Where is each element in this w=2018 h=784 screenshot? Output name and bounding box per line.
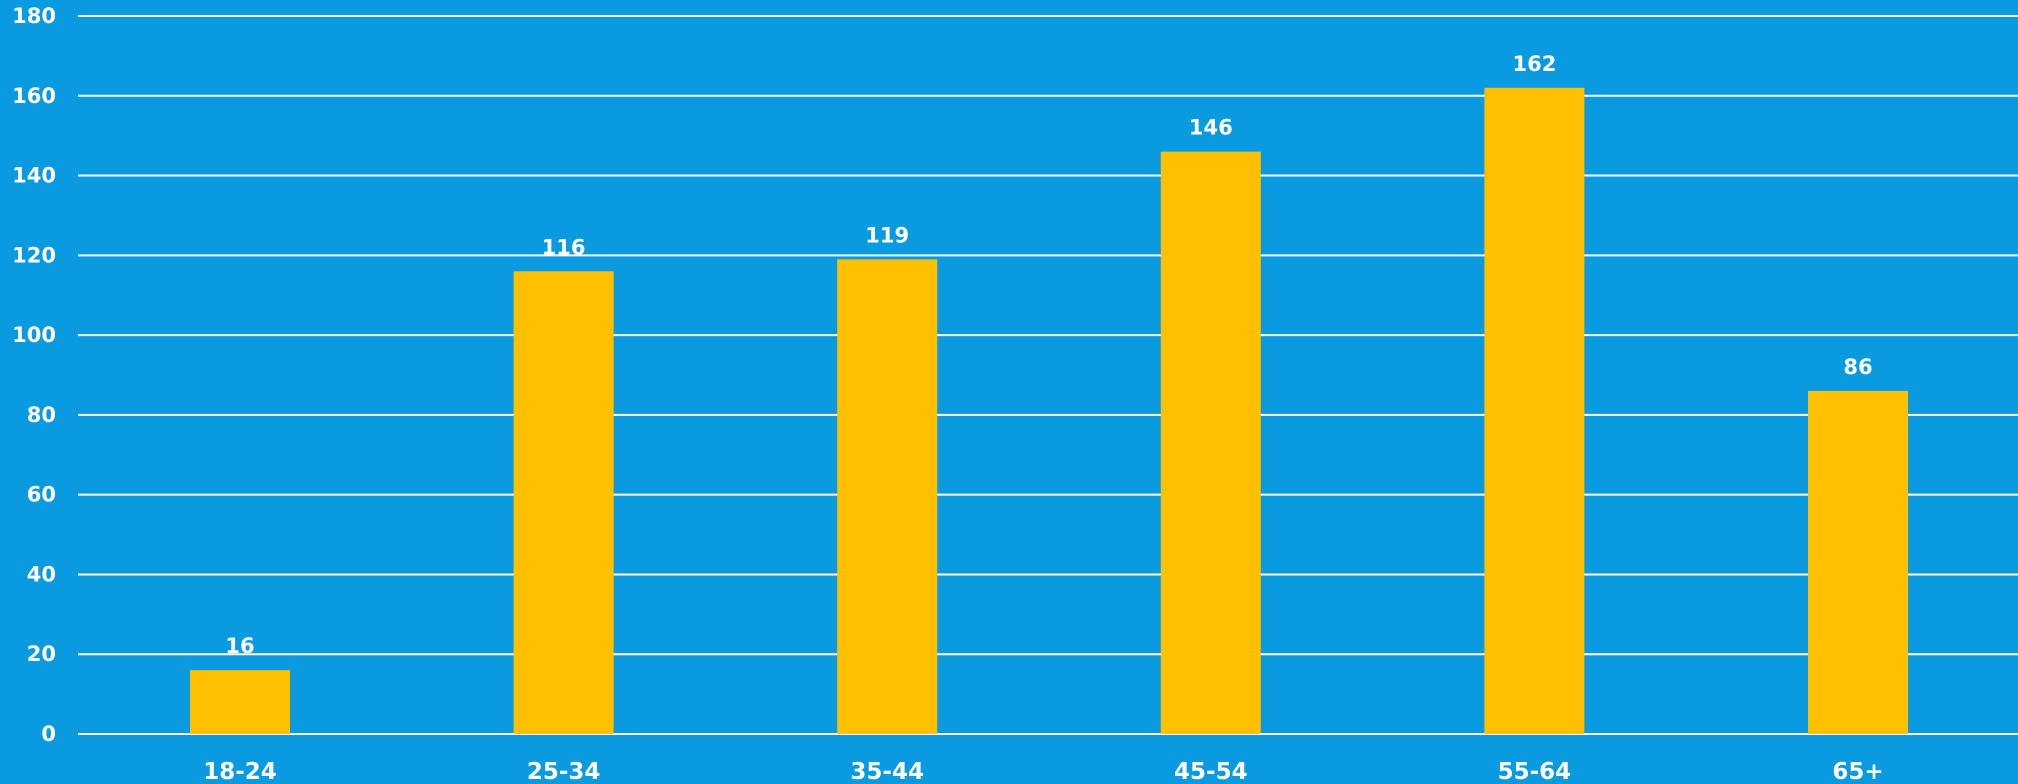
data-label: 162 bbox=[1512, 52, 1556, 76]
bar bbox=[1484, 87, 1585, 735]
y-tick-label: 0 bbox=[41, 722, 56, 746]
data-label: 146 bbox=[1189, 116, 1233, 140]
y-tick-label: 20 bbox=[27, 642, 56, 666]
y-tick-label: 100 bbox=[12, 323, 56, 347]
data-labels: 16 116 119 146 162 86 bbox=[225, 52, 1872, 658]
y-tick-label: 80 bbox=[27, 403, 56, 427]
x-tick-label: 25-34 bbox=[527, 759, 601, 784]
y-axis-ticks: 0 20 40 60 80 100 120 140 160 180 bbox=[12, 4, 56, 746]
x-tick-label: 35-44 bbox=[850, 759, 924, 784]
data-label: 116 bbox=[542, 235, 586, 259]
x-axis-categories: 18-24 25-34 35-44 45-54 55-64 65+ bbox=[203, 759, 1883, 784]
data-label: 86 bbox=[1843, 355, 1872, 379]
bar bbox=[837, 259, 938, 734]
x-tick-label: 45-54 bbox=[1174, 759, 1248, 784]
y-tick-label: 180 bbox=[12, 4, 56, 28]
data-label: 16 bbox=[225, 634, 254, 658]
x-tick-label: 55-64 bbox=[1498, 759, 1572, 784]
grid-lines bbox=[78, 15, 2018, 735]
data-label: 119 bbox=[865, 223, 909, 247]
bar bbox=[1160, 151, 1261, 735]
y-tick-label: 60 bbox=[27, 483, 56, 507]
y-tick-label: 120 bbox=[12, 243, 56, 267]
y-tick-label: 160 bbox=[12, 84, 56, 108]
bar bbox=[513, 271, 614, 734]
x-tick-label: 18-24 bbox=[203, 759, 277, 784]
y-tick-label: 40 bbox=[27, 562, 56, 586]
bar bbox=[1808, 390, 1908, 734]
bars bbox=[190, 87, 1908, 735]
x-tick-label: 65+ bbox=[1832, 759, 1883, 784]
bar bbox=[190, 670, 290, 734]
y-tick-label: 140 bbox=[12, 164, 56, 188]
